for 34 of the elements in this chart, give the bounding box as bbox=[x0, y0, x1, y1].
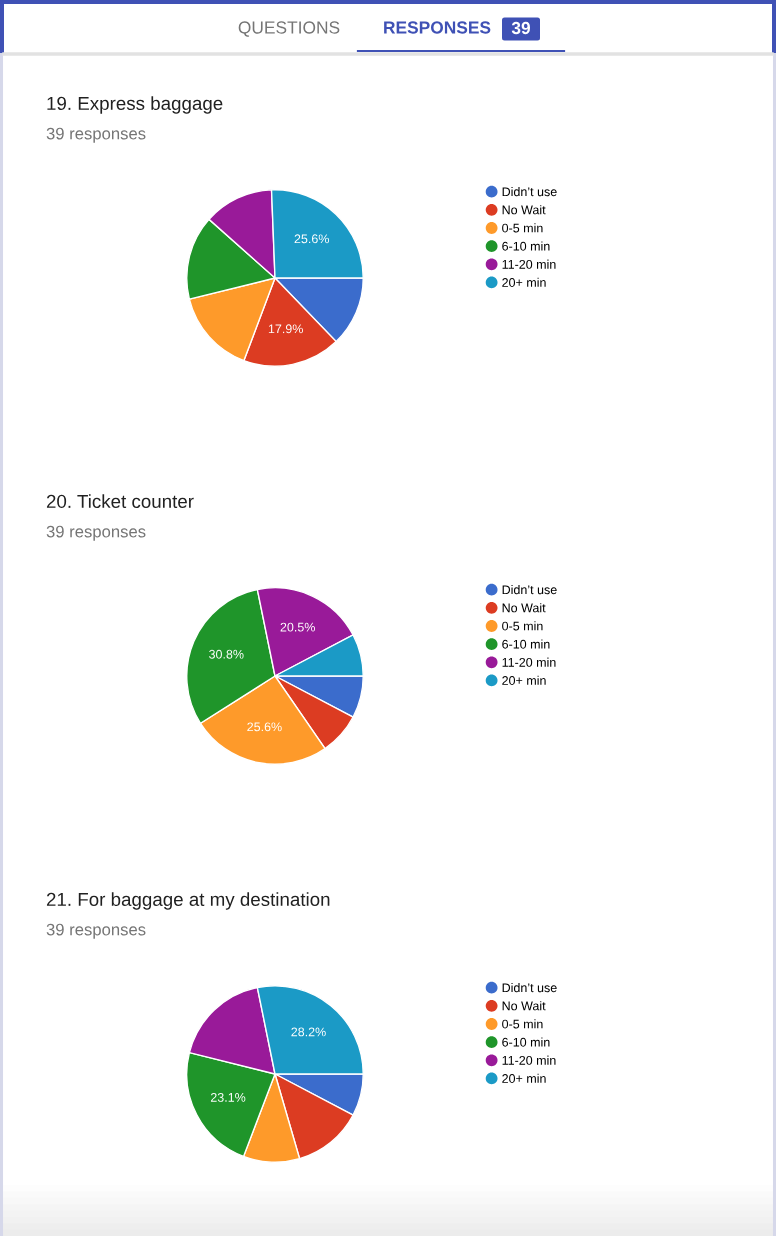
legend-label: 0-5 min bbox=[502, 621, 543, 631]
chart-subtitle: 39 responses bbox=[46, 127, 146, 143]
chart-subtitle: 39 responses bbox=[46, 525, 146, 541]
legend-label: 11-20 min bbox=[502, 657, 556, 667]
legend-label: 20+ min bbox=[502, 675, 546, 685]
legend-label: 0-5 min bbox=[502, 223, 543, 233]
legend-label: Didn’t use bbox=[502, 983, 557, 993]
legend-label: 11-20 min bbox=[502, 1055, 556, 1065]
legend-label: 20+ min bbox=[502, 277, 546, 287]
legend-label: 6-10 min bbox=[502, 639, 550, 649]
data-label: 30.8% bbox=[209, 649, 244, 659]
data-label: 20.5% bbox=[280, 622, 315, 632]
chart-title: 21. For baggage at my destination bbox=[46, 892, 330, 910]
legend-label: No Wait bbox=[502, 603, 546, 613]
text: QUESTIONS bbox=[238, 21, 340, 37]
data-label: 28.2% bbox=[291, 1027, 326, 1037]
data-label: 17.9% bbox=[268, 324, 303, 334]
legend-label: No Wait bbox=[502, 205, 546, 215]
data-label: 25.6% bbox=[247, 722, 282, 732]
text: 39 bbox=[511, 21, 531, 35]
legend-label: Didn’t use bbox=[502, 187, 557, 197]
legend-label: 20+ min bbox=[502, 1073, 546, 1083]
data-label: 23.1% bbox=[210, 1092, 246, 1102]
legend-label: No Wait bbox=[502, 1001, 546, 1011]
text: RESPONSES bbox=[384, 21, 491, 34]
chart-subtitle: 39 responses bbox=[46, 923, 146, 939]
legend-label: Didn’t use bbox=[502, 585, 557, 595]
legend-label: 0-5 min bbox=[502, 1019, 543, 1029]
data-label: 25.6% bbox=[294, 234, 329, 244]
legend-label: 6-10 min bbox=[502, 1037, 550, 1047]
legend-label: 11-20 min bbox=[502, 259, 556, 269]
chart-title: 19. Express baggage bbox=[47, 96, 223, 114]
chart-title: 20. Ticket counter bbox=[46, 494, 194, 509]
legend-label: 6-10 min bbox=[502, 241, 550, 251]
